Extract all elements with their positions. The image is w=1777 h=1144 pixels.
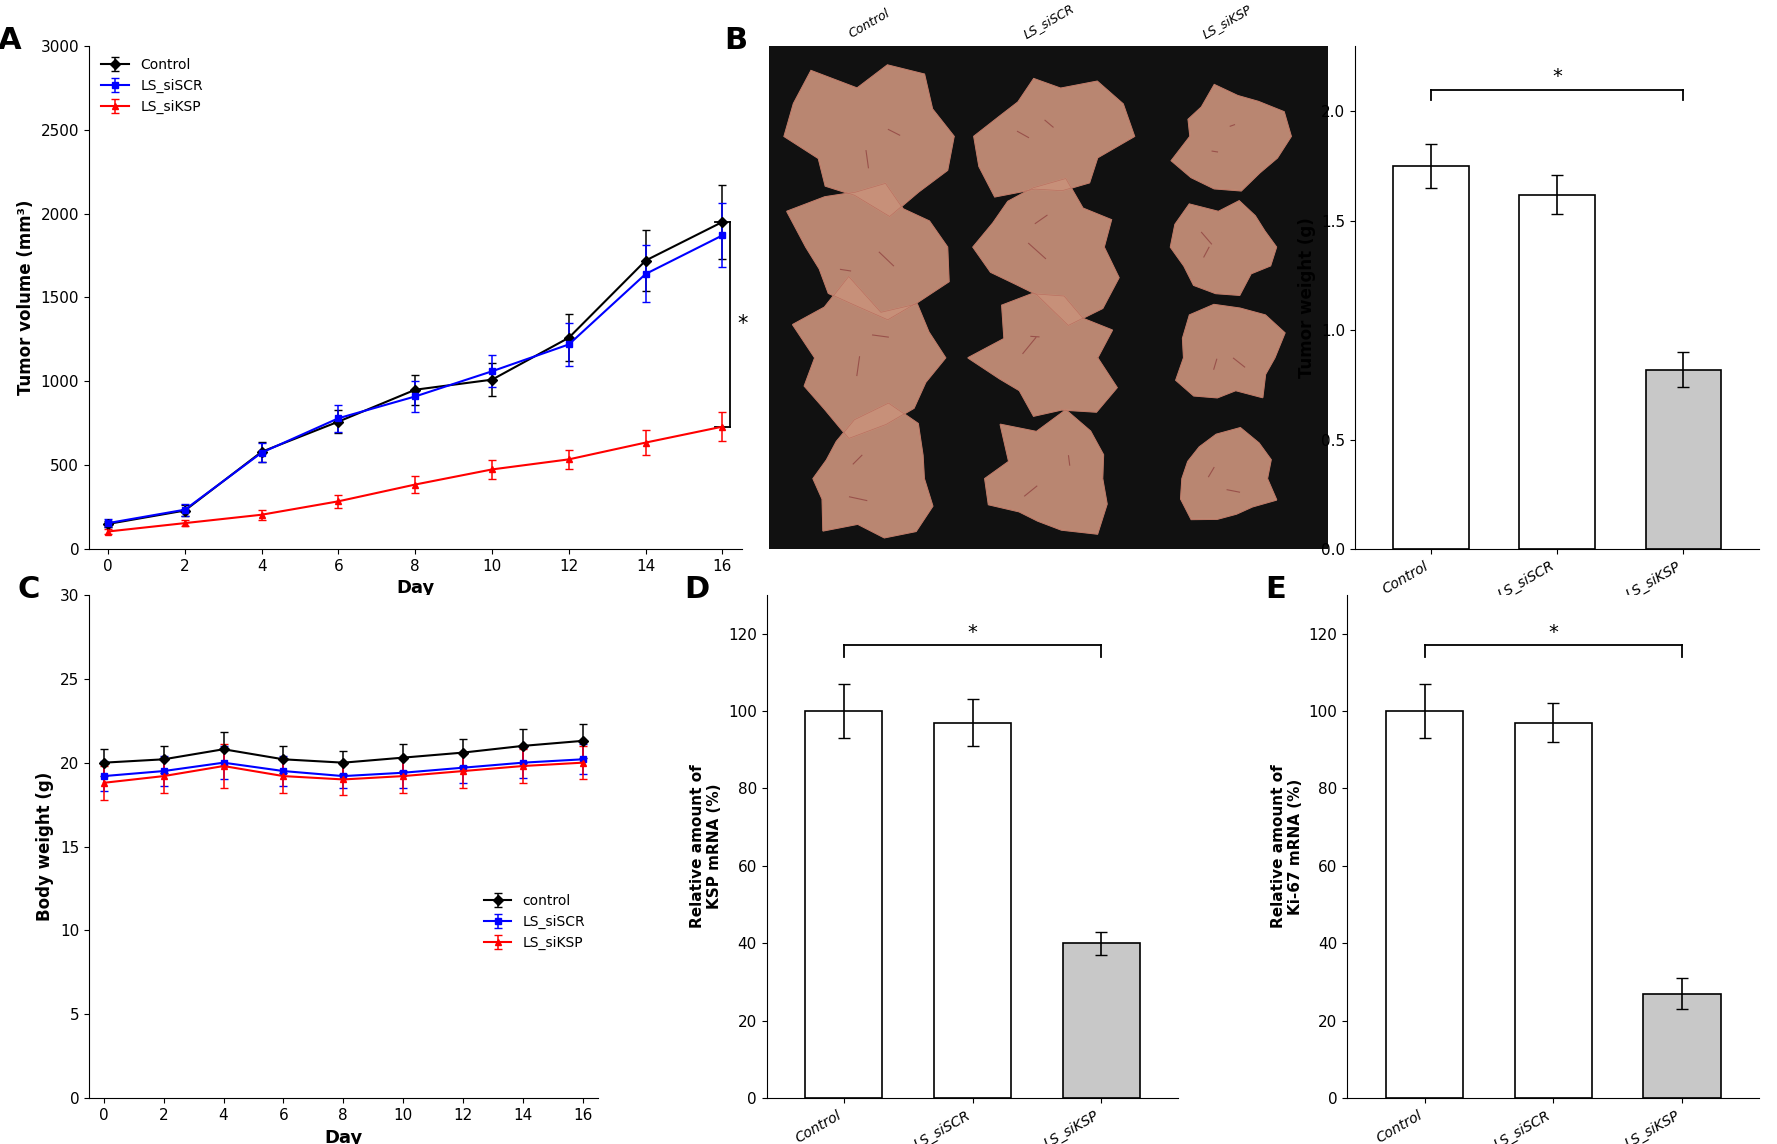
Text: B: B [723, 25, 746, 55]
Text: D: D [684, 574, 709, 604]
Text: LS_siSCR: LS_siSCR [1020, 1, 1077, 41]
Bar [1393, 166, 1470, 549]
Polygon shape [1171, 201, 1276, 295]
Legend: Control, LS_siSCR, LS_siKSP: Control, LS_siSCR, LS_siKSP [96, 53, 208, 120]
Y-axis label: Tumor volume (mm³): Tumor volume (mm³) [18, 200, 36, 395]
Text: *: * [1553, 67, 1562, 86]
Text: C: C [18, 574, 41, 604]
Text: *: * [1548, 622, 1558, 642]
Polygon shape [984, 410, 1107, 534]
Bar [935, 723, 1011, 1098]
Polygon shape [974, 79, 1134, 197]
Bar [1514, 723, 1592, 1098]
Text: Control: Control [846, 7, 892, 41]
Text: *: * [737, 315, 748, 334]
X-axis label: Day: Day [323, 1128, 363, 1144]
Polygon shape [814, 403, 933, 538]
Text: *: * [967, 622, 977, 642]
Text: LS_siKSP: LS_siKSP [1201, 2, 1255, 41]
Y-axis label: Body weight (g): Body weight (g) [36, 772, 53, 921]
Bar [1644, 994, 1720, 1098]
Polygon shape [793, 277, 945, 438]
X-axis label: Day: Day [396, 579, 434, 597]
Bar [1063, 944, 1139, 1098]
Bar [805, 712, 883, 1098]
Bar [1646, 370, 1722, 549]
Polygon shape [974, 178, 1120, 325]
Y-axis label: Relative amount of
KSP mRNA (%): Relative amount of KSP mRNA (%) [689, 764, 723, 929]
Bar [1519, 194, 1596, 549]
Polygon shape [784, 65, 954, 216]
Polygon shape [1176, 304, 1285, 398]
Y-axis label: Tumor weight (g): Tumor weight (g) [1297, 217, 1315, 378]
Polygon shape [1180, 428, 1276, 519]
Text: E: E [1265, 574, 1285, 604]
Legend: control, LS_siSCR, LS_siKSP: control, LS_siSCR, LS_siKSP [478, 889, 590, 955]
Bar [1386, 712, 1462, 1098]
Text: A: A [0, 25, 21, 55]
Polygon shape [1171, 85, 1292, 191]
Polygon shape [968, 294, 1118, 416]
Polygon shape [787, 183, 949, 320]
Y-axis label: Relative amount of
Ki-67 mRNA (%): Relative amount of Ki-67 mRNA (%) [1271, 764, 1303, 929]
